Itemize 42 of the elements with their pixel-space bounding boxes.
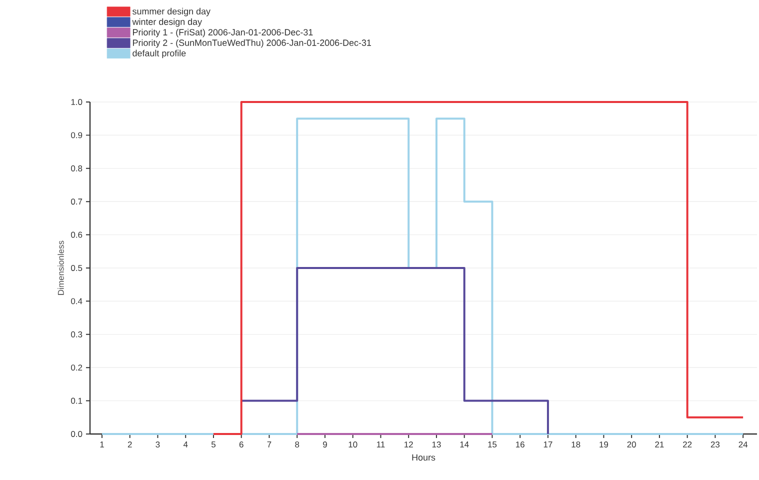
y-tick-label: 0.9 (71, 132, 82, 138)
x-tick-label: 6 (239, 442, 244, 448)
x-tick-label: 3 (156, 442, 160, 448)
x-tick-label: 2 (128, 442, 132, 448)
x-tick-label: 14 (460, 442, 469, 448)
x-tick-label: 7 (267, 442, 272, 448)
y-tick-label: 1.0 (71, 98, 82, 105)
x-tick-label: 24 (738, 442, 748, 448)
x-tick-label: 16 (516, 442, 524, 448)
y-tick-label: 0.5 (71, 264, 82, 271)
x-tick-label: 17 (544, 442, 552, 448)
x-tick-label: 8 (295, 442, 300, 448)
x-tick-label: 20 (627, 442, 636, 448)
y-tick-label: 0.0 (71, 430, 82, 437)
y-tick-label: 0.4 (71, 298, 82, 304)
y-tick-label: 0.6 (71, 232, 82, 238)
x-tick-label: 11 (376, 442, 385, 448)
y-axis-title: Dimensionless (58, 240, 64, 295)
x-tick-label: 10 (348, 442, 358, 448)
legend-label: Priority 2 - (SunMonTueWedThu) 2006-Jan-01-2006-Dec-31 (133, 39, 372, 48)
x-tick-label: 1 (100, 442, 104, 448)
x-tick-label: 12 (404, 442, 413, 448)
legend-label: winter design day (132, 18, 202, 27)
legend-label: default profile (132, 50, 186, 58)
x-axis-title: Hours (412, 454, 436, 461)
x-tick-label: 21 (655, 442, 664, 448)
y-tick-label: 0.2 (71, 364, 82, 371)
x-tick-label: 5 (211, 442, 216, 448)
x-tick-label: 23 (710, 442, 720, 448)
x-tick-label: 13 (432, 442, 441, 448)
x-tick-label: 22 (683, 442, 692, 448)
legend-label: summer design day (132, 8, 210, 16)
y-tick-label: 0.8 (71, 165, 82, 172)
x-tick-label: 18 (572, 442, 580, 448)
legend-label: Priority 1 - (FriSat) 2006-Jan-01-2006-Dec-31 (133, 28, 313, 38)
y-tick-label: 0.1 (71, 398, 82, 404)
x-tick-label: 15 (488, 442, 497, 448)
x-tick-label: 4 (183, 442, 188, 448)
y-tick-label: 0.3 (71, 331, 82, 338)
x-tick-label: 9 (323, 442, 327, 448)
y-tick-label: 0.7 (71, 198, 82, 205)
x-tick-label: 19 (600, 442, 608, 448)
